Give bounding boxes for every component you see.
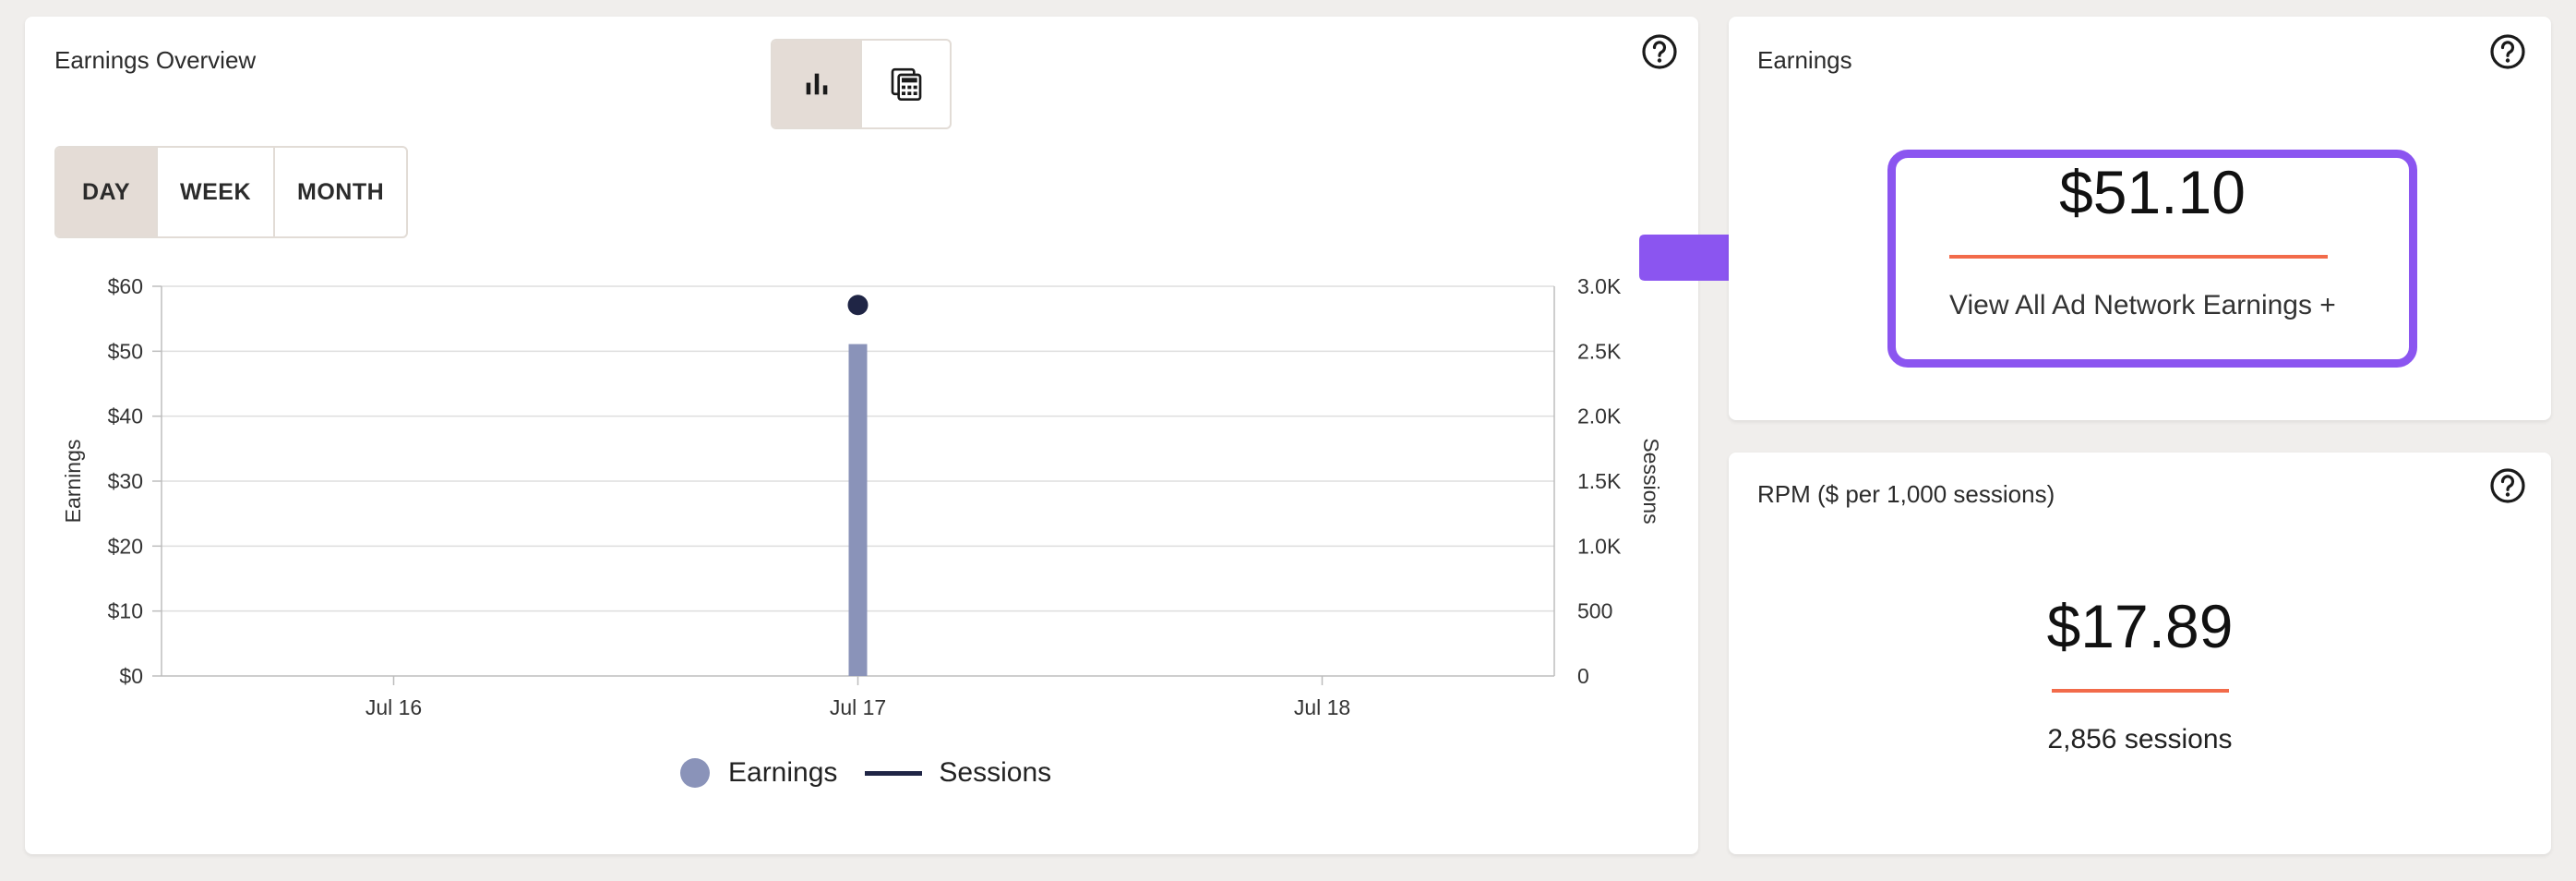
period-month-button[interactable]: MONTH xyxy=(273,148,406,236)
chart-view-button[interactable] xyxy=(773,41,860,127)
y-tick-label: $40 xyxy=(108,404,143,428)
y2-tick-label: 1.0K xyxy=(1577,534,1622,558)
help-icon[interactable] xyxy=(2489,33,2526,70)
bar-chart-icon xyxy=(806,73,827,95)
earnings-value: $51.10 xyxy=(2059,158,2246,226)
rpm-card: RPM ($ per 1,000 sessions) $17.89 2,856 … xyxy=(1729,453,2551,854)
chart-legend: Earnings Sessions xyxy=(680,757,1079,789)
y2-tick-label: 1.5K xyxy=(1577,469,1622,493)
y-tick-label: $20 xyxy=(108,534,143,558)
legend-sessions[interactable]: Sessions xyxy=(865,757,1051,789)
help-icon[interactable] xyxy=(1641,33,1678,70)
view-toggle xyxy=(771,39,952,129)
y2-tick-label: 2.0K xyxy=(1577,404,1622,428)
y-tick-label: $30 xyxy=(108,469,143,493)
y-tick-label: $60 xyxy=(108,274,143,298)
legend-earnings[interactable]: Earnings xyxy=(680,757,837,789)
legend-sessions-label: Sessions xyxy=(939,757,1052,788)
earnings-card-title: Earnings xyxy=(1757,46,1852,74)
earnings-chart: $0 0 $10 500 $20 1.0K $30 1.5K $40 2.0K $50 2.5K $60… xyxy=(61,274,1663,719)
table-view-button[interactable] xyxy=(860,41,950,127)
highlight-box xyxy=(1887,150,2417,368)
y-axis-title: Earnings xyxy=(61,440,85,524)
legend-sessions-swatch xyxy=(865,770,923,776)
period-toggle: DAY WEEK MONTH xyxy=(54,146,409,238)
x-tick-label: Jul 17 xyxy=(830,695,886,719)
rpm-sessions-count: 2,856 sessions xyxy=(2047,724,2233,754)
y2-axis-title: Sessions xyxy=(1639,438,1663,524)
y-tick-label: $50 xyxy=(108,339,143,363)
y2-tick-label: 0 xyxy=(1577,664,1589,688)
period-day-button[interactable]: DAY xyxy=(56,148,156,236)
x-tick-label: Jul 16 xyxy=(365,695,422,719)
x-tick-label: Jul 18 xyxy=(1294,695,1350,719)
y-tick-label: $0 xyxy=(119,664,143,688)
y2-tick-label: 3.0K xyxy=(1577,274,1622,298)
rpm-card-title: RPM ($ per 1,000 sessions) xyxy=(1757,480,2055,508)
earnings-bar xyxy=(848,344,868,676)
y-tick-label: $10 xyxy=(108,599,143,623)
earnings-card: Earnings $51.10 View All Ad Network Earn… xyxy=(1729,17,2551,420)
legend-earnings-swatch xyxy=(680,758,710,788)
rpm-underline xyxy=(2052,689,2229,693)
help-icon[interactable] xyxy=(2489,467,2526,504)
rpm-value: $17.89 xyxy=(2046,592,2234,660)
calculator-icon xyxy=(891,67,921,102)
view-all-earnings-link[interactable]: View All Ad Network Earnings + xyxy=(1949,290,2336,320)
earnings-underline xyxy=(1949,255,2328,259)
earnings-overview-title: Earnings Overview xyxy=(54,46,257,74)
period-week-button[interactable]: WEEK xyxy=(156,148,273,236)
y2-tick-label: 2.5K xyxy=(1577,339,1622,363)
y2-tick-label: 500 xyxy=(1577,599,1612,623)
legend-earnings-label: Earnings xyxy=(728,757,838,788)
earnings-overview-card: Earnings Overview DAY WEE xyxy=(25,17,1698,854)
sessions-point xyxy=(847,295,869,316)
